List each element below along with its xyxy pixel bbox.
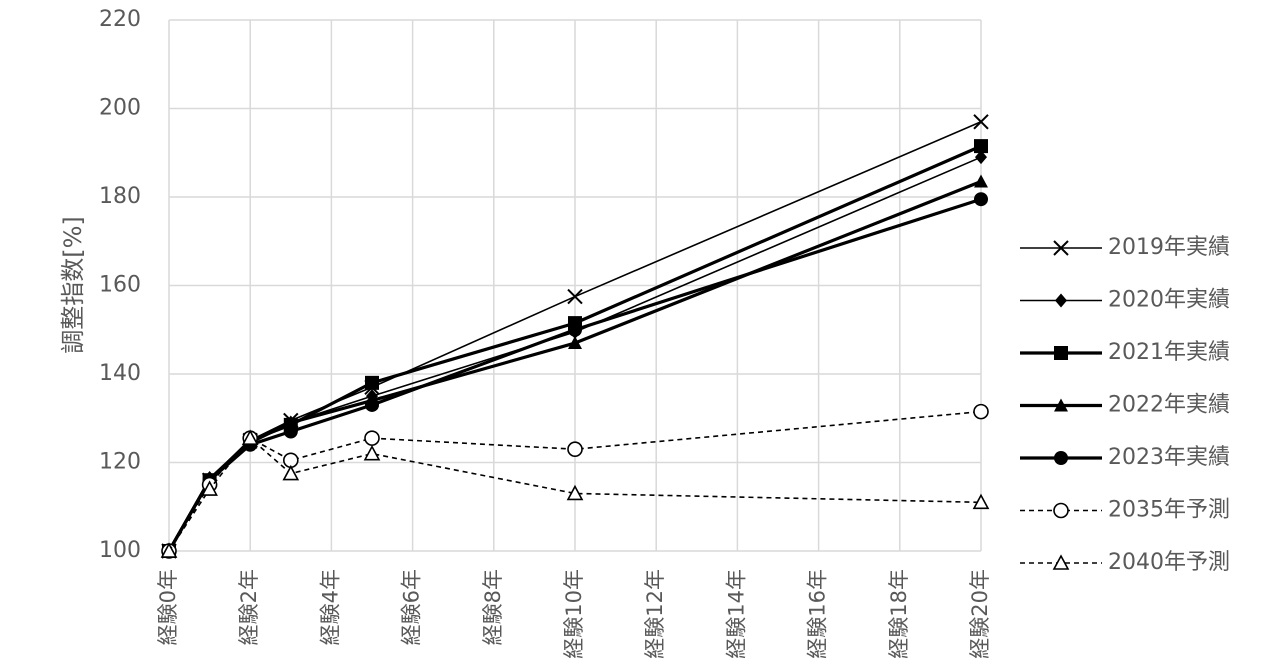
legend: 2019年実績 2020年実績 2021年実績 2022年実績 2023年実績 2035年…	[1020, 235, 1230, 575]
marker-triangle	[568, 336, 582, 350]
series-layer	[160, 114, 990, 559]
y-tick-label: 120	[99, 450, 141, 475]
x-tick-label: 経験2年	[237, 569, 261, 645]
x-tick-label: 経験12年	[643, 569, 667, 659]
marker-square	[1054, 346, 1068, 360]
marker-circle	[1054, 451, 1068, 465]
legend-label: 2022年実績	[1108, 393, 1230, 418]
legend-label: 2020年実績	[1108, 288, 1230, 313]
y-axis-ticks: 100 120 140 160 180 200 220	[99, 7, 141, 563]
marker-triangle	[283, 415, 298, 429]
x-tick-label: 経験8年	[481, 569, 505, 645]
marker-diamond	[1055, 293, 1067, 308]
marker-circle	[365, 397, 379, 412]
marker-circle-open	[567, 441, 583, 458]
x-tick-label: 経験10年	[562, 569, 586, 659]
y-tick-label: 100	[99, 538, 141, 563]
marker-triangle	[1054, 398, 1068, 412]
marker-circle-open	[364, 430, 380, 446]
series-2040年予測	[160, 429, 990, 558]
y-tick-label: 200	[99, 96, 141, 121]
y-tick-label: 140	[99, 361, 141, 386]
marker-circle-open	[973, 403, 989, 420]
x-tick-label: 経験4年	[318, 569, 342, 645]
marker-x	[567, 288, 583, 305]
marker-triangle-open	[566, 484, 584, 501]
x-axis-ticks: 経験0年 経験2年 経験4年 経験6年 経験8年 経験10年 経験12年 経験14年 経験16年…	[156, 569, 992, 659]
y-axis-label: 調整指数[%]	[59, 216, 87, 354]
marker-circle	[568, 322, 582, 337]
legend-label: 2019年実績	[1108, 235, 1230, 260]
legend-label: 2040年予測	[1108, 550, 1230, 575]
x-tick-label: 経験16年	[806, 569, 830, 659]
marker-triangle	[974, 174, 988, 188]
marker-triangle-open	[1052, 554, 1070, 570]
legend-item: 2035年予測	[1020, 498, 1230, 523]
x-tick-label: 経験14年	[724, 569, 748, 659]
marker-circle	[974, 192, 988, 207]
marker-x	[973, 114, 989, 130]
legend-item: 2020年実績	[1020, 288, 1230, 313]
legend-item: 2023年実績	[1020, 445, 1230, 470]
legend-label: 2021年実績	[1108, 340, 1230, 365]
x-tick-label: 経験18年	[887, 569, 911, 659]
legend-item: 2019年実績	[1020, 235, 1230, 260]
y-tick-label: 160	[99, 273, 141, 298]
x-tick-label: 経験6年	[400, 569, 424, 645]
marker-triangle-open	[972, 493, 990, 510]
marker-square	[974, 139, 988, 154]
marker-x	[1053, 240, 1069, 256]
marker-square	[365, 375, 379, 390]
marker-triangle-open	[363, 444, 381, 461]
y-tick-label: 180	[99, 184, 141, 209]
grid	[168, 19, 982, 552]
marker-triangle-open	[201, 480, 218, 496]
marker-diamond	[975, 150, 987, 165]
legend-item: 2040年予測	[1020, 550, 1230, 575]
legend-item: 2022年実績	[1020, 393, 1230, 418]
marker-triangle-open	[282, 464, 300, 481]
y-tick-label: 220	[99, 7, 141, 32]
x-tick-label: 経験20年	[968, 569, 992, 659]
marker-triangle-open	[160, 542, 178, 558]
legend-label: 2035年予測	[1108, 498, 1230, 523]
marker-circle-open	[1053, 502, 1069, 519]
marker-circle	[283, 424, 298, 439]
x-tick-label: 経験0年	[156, 569, 180, 645]
marker-triangle-open	[241, 429, 259, 445]
legend-item: 2021年実績	[1020, 340, 1230, 365]
legend-label: 2023年実績	[1108, 445, 1230, 470]
